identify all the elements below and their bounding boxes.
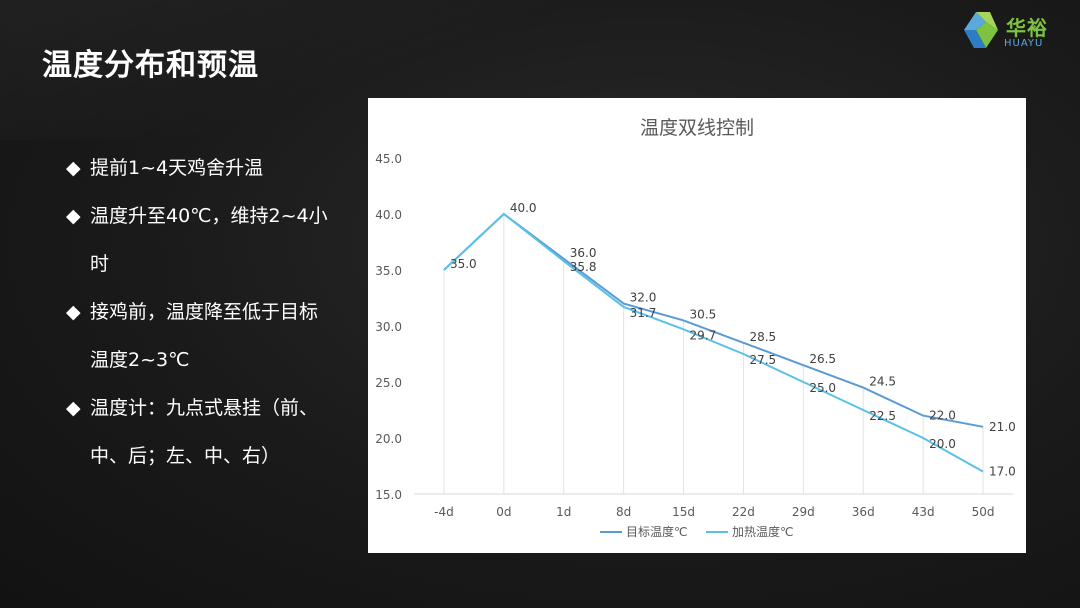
data-label: 36.0: [570, 246, 597, 260]
x-tick-label: 0d: [496, 505, 511, 519]
bullet-text: 接鸡前，温度降至低于目标: [90, 301, 319, 323]
x-tick-label: 50d: [972, 505, 995, 519]
logo-icon: [964, 12, 998, 48]
bullet-text: 提前1~4天鸡舍升温: [90, 157, 264, 179]
data-label: 25.0: [809, 381, 836, 395]
data-label: 17.0: [989, 465, 1016, 479]
data-label: 20.0: [929, 437, 956, 451]
logo-subtitle: HUAYU: [1004, 38, 1044, 49]
page-title: 温度分布和预温: [42, 48, 259, 83]
data-label: 27.5: [749, 353, 776, 367]
chart-title: 温度双线控制: [640, 117, 754, 139]
logo-name: 华裕: [1006, 16, 1048, 40]
x-tick-label: 43d: [912, 505, 935, 519]
diamond-bullet-icon: ◆: [66, 205, 81, 227]
y-tick-label: 45.0: [375, 152, 402, 166]
data-label: 24.5: [869, 375, 896, 389]
bullet-text-continued: 中、后；左、中、右）: [90, 445, 281, 467]
series-line-heating: [443, 212, 984, 473]
temperature-line-chart: 温度双线控制 15.0 20.0 25.0 30.0 35.0 40.0 45.0 -4d 0d 1…: [375, 117, 1016, 539]
bullet-item: ◆ 提前1~4天鸡舍升温: [66, 144, 356, 192]
x-tick-label: 22d: [732, 505, 755, 519]
legend-label: 目标温度℃: [626, 524, 687, 539]
bullet-text-continued: 时: [90, 253, 110, 275]
y-tick-label: 15.0: [375, 488, 402, 502]
data-label: 35.0: [450, 257, 477, 271]
bullet-item: ◆ 接鸡前，温度降至低于目标 温度2~3℃: [66, 288, 356, 384]
data-label: 26.5: [809, 352, 836, 366]
bullet-item: ◆ 温度计：九点式悬挂（前、 中、后；左、中、右）: [66, 384, 356, 480]
data-label: 35.8: [570, 260, 597, 274]
bullet-list: ◆ 提前1~4天鸡舍升温 ◆ 温度升至40℃，维持2~4小 时 ◆ 接鸡前，温度降至低…: [66, 144, 356, 480]
data-label: 31.7: [630, 306, 657, 320]
data-label: 40.0: [510, 201, 537, 215]
x-tick-label: 8d: [616, 505, 631, 519]
diamond-bullet-icon: ◆: [66, 397, 81, 419]
bullet-text: 温度计：九点式悬挂（前、: [90, 397, 319, 419]
data-label: 22.5: [869, 409, 896, 423]
x-tick-label: 1d: [556, 505, 571, 519]
y-tick-label: 25.0: [375, 376, 402, 390]
y-tick-label: 35.0: [375, 264, 402, 278]
bullet-text: 温度升至40℃，维持2~4小: [90, 205, 328, 227]
data-label: 32.0: [630, 291, 657, 305]
legend-label: 加热温度℃: [732, 524, 793, 539]
diamond-bullet-icon: ◆: [66, 301, 81, 323]
data-label: 21.0: [989, 420, 1016, 434]
x-tick-label: 29d: [792, 505, 815, 519]
data-label: 30.5: [690, 307, 717, 321]
x-tick-label: -4d: [434, 505, 454, 519]
y-tick-label: 30.0: [375, 320, 402, 334]
y-tick-label: 40.0: [375, 208, 402, 222]
data-label: 22.0: [929, 409, 956, 423]
data-label: 28.5: [749, 330, 776, 344]
y-tick-label: 20.0: [375, 432, 402, 446]
chart-panel: 温度双线控制 15.0 20.0 25.0 30.0 35.0 40.0 45.0 -4d 0d 1…: [368, 98, 1026, 553]
diamond-bullet-icon: ◆: [66, 157, 81, 179]
data-label: 29.7: [690, 328, 717, 342]
x-tick-label: 36d: [852, 505, 875, 519]
bullet-text-continued: 温度2~3℃: [90, 349, 190, 371]
x-tick-label: 15d: [672, 505, 695, 519]
bullet-item: ◆ 温度升至40℃，维持2~4小 时: [66, 192, 356, 288]
